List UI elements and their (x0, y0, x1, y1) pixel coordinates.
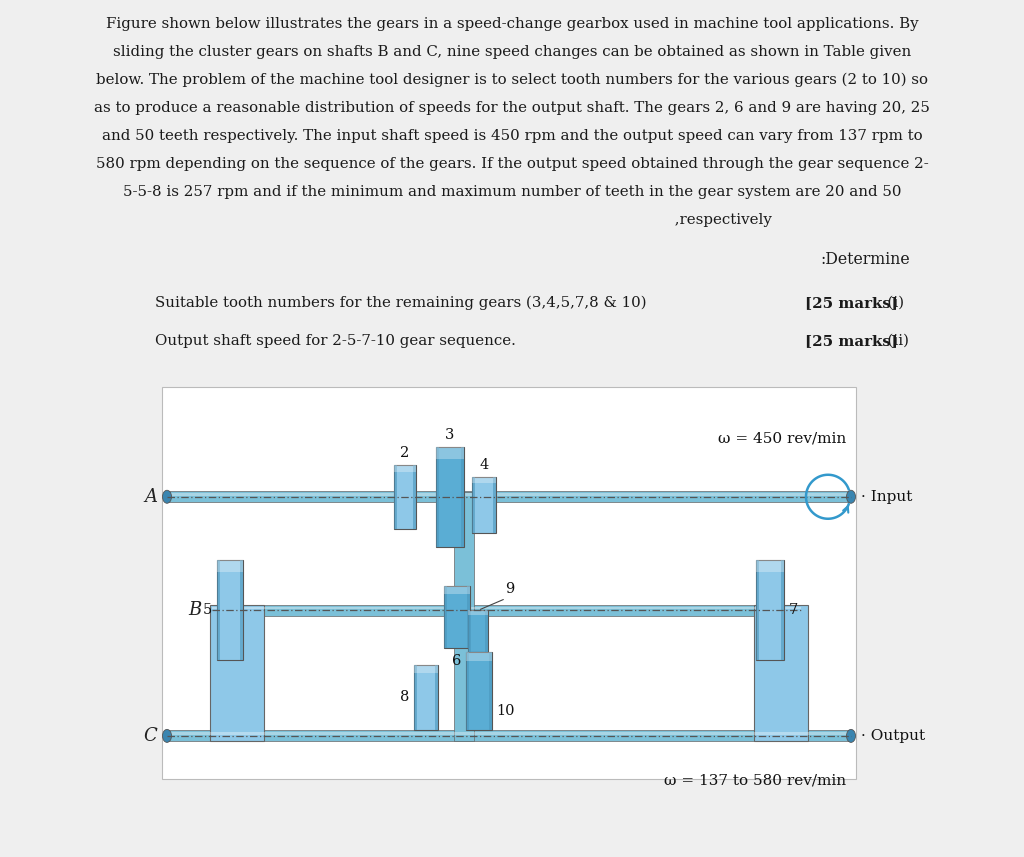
Bar (167, 491, 851, 502)
Text: Suitable tooth numbers for the remaining gears (3,4,5,7,8 & 10): Suitable tooth numbers for the remaining… (155, 296, 646, 310)
Bar (461, 446, 464, 547)
Bar (217, 560, 220, 661)
Text: 5: 5 (203, 603, 212, 617)
Bar (756, 605, 806, 741)
Bar (472, 476, 475, 533)
Text: · Output: · Output (861, 729, 925, 743)
Bar (414, 665, 417, 730)
Bar (212, 610, 262, 615)
Text: ω = 137 to 580 rev/min: ω = 137 to 580 rev/min (664, 774, 846, 788)
Ellipse shape (163, 490, 171, 503)
Bar (756, 560, 760, 661)
Text: (ii): (ii) (878, 334, 909, 348)
Bar (468, 610, 471, 652)
Text: C: C (143, 727, 157, 745)
Bar (780, 560, 784, 661)
Text: Figure shown below illustrates the gears in a speed-change gearbox used in machi: Figure shown below illustrates the gears… (105, 17, 919, 31)
Bar (756, 560, 784, 661)
Bar (493, 476, 496, 533)
Bar (466, 652, 492, 662)
Text: 10: 10 (496, 704, 514, 718)
Bar (414, 665, 438, 730)
Text: · Input: · Input (861, 489, 912, 504)
Bar (394, 464, 397, 529)
Bar (443, 586, 470, 649)
Bar (210, 605, 264, 741)
Bar (413, 464, 416, 529)
Text: sliding the cluster gears on shafts B and C, nine speed changes can be obtained : sliding the cluster gears on shafts B an… (113, 45, 911, 59)
Bar (394, 464, 416, 472)
Bar (167, 730, 851, 741)
Bar (466, 652, 492, 730)
Text: A: A (144, 488, 157, 506)
Text: 4: 4 (479, 458, 488, 471)
Bar (443, 586, 470, 594)
Text: :Determine: :Determine (820, 251, 910, 268)
Text: B: B (188, 602, 202, 620)
Text: [25 marks]: [25 marks] (805, 334, 898, 348)
Bar (443, 586, 447, 649)
Text: below. The problem of the machine tool designer is to select tooth numbers for t: below. The problem of the machine tool d… (96, 73, 928, 87)
Bar (468, 610, 487, 615)
Bar (488, 652, 492, 730)
Text: 8: 8 (399, 691, 409, 704)
Bar (212, 731, 262, 741)
Bar (468, 610, 487, 652)
Text: [25 marks]: [25 marks] (805, 296, 898, 310)
Text: and 50 teeth respectively. The input shaft speed is 450 rpm and the output speed: and 50 teeth respectively. The input sha… (101, 129, 923, 143)
Text: as to produce a reasonable distribution of speeds for the output shaft. The gear: as to produce a reasonable distribution … (94, 101, 930, 115)
Bar (167, 493, 851, 495)
Bar (436, 446, 464, 458)
Bar (436, 446, 464, 547)
Bar (485, 610, 487, 652)
Bar (414, 665, 438, 673)
Bar (467, 586, 470, 649)
Bar (754, 605, 808, 741)
Bar (435, 665, 438, 730)
Bar (454, 492, 474, 741)
Bar (212, 605, 801, 616)
Bar (756, 560, 784, 572)
Bar (212, 607, 801, 609)
Bar (472, 476, 496, 533)
Bar (212, 615, 262, 731)
Ellipse shape (847, 490, 855, 503)
Bar (240, 560, 243, 661)
Text: Output shaft speed for 2-5-7-10 gear sequence.: Output shaft speed for 2-5-7-10 gear seq… (155, 334, 516, 348)
Text: 2: 2 (400, 446, 410, 459)
Text: ,respectively: ,respectively (252, 213, 772, 227)
Ellipse shape (847, 729, 855, 742)
Ellipse shape (163, 729, 171, 742)
Bar (167, 732, 851, 734)
Text: 580 rpm depending on the sequence of the gears. If the output speed obtained thr: 580 rpm depending on the sequence of the… (95, 157, 929, 171)
Bar (217, 560, 243, 572)
Bar (394, 464, 416, 529)
Bar (436, 446, 439, 547)
Text: 9: 9 (505, 583, 514, 596)
Bar (217, 560, 243, 661)
Bar (466, 652, 469, 730)
Text: 3: 3 (445, 428, 455, 441)
Text: ω = 450 rev/min: ω = 450 rev/min (718, 432, 846, 446)
Text: 7: 7 (790, 603, 799, 617)
Text: 6: 6 (453, 655, 462, 668)
Text: 5-5-8 is 257 rpm and if the minimum and maximum number of teeth in the gear syst: 5-5-8 is 257 rpm and if the minimum and … (123, 185, 901, 199)
Text: (i): (i) (878, 296, 904, 310)
Bar (472, 476, 496, 483)
FancyBboxPatch shape (162, 387, 856, 779)
